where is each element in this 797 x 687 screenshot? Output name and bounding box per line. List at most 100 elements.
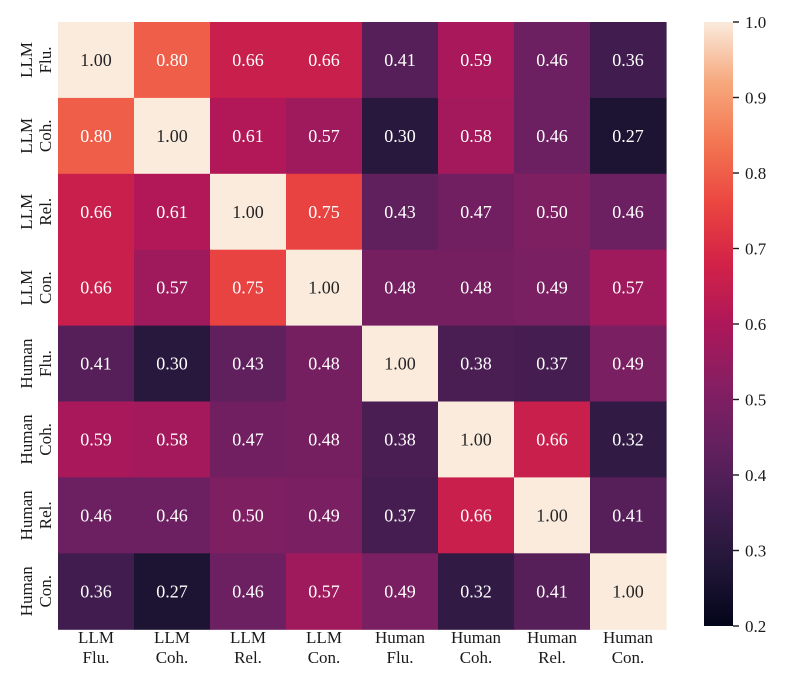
colorbar-tick-label-5: 0.6 <box>745 315 766 334</box>
heatmap-cell-r7-c6 <box>438 477 515 554</box>
colorbar-tick-label-1: 0.2 <box>745 617 766 636</box>
heatmap-cell-r7-c8 <box>590 477 667 554</box>
colorbar-gradient <box>704 22 733 626</box>
row-tick-labels: LLMFlu. LLMCoh. LLMRel. LLMCon. HumanFlu. Hum… <box>17 42 55 616</box>
cell-value-r6-c1: 0.59 <box>80 429 112 449</box>
cell-value-r5-c7: 0.37 <box>536 354 568 374</box>
heatmap-cell-r1-c2 <box>134 22 211 99</box>
cell-value-r7-c8: 0.41 <box>612 505 644 525</box>
cell-value-r3-c4: 0.75 <box>308 202 340 222</box>
cell-value-r7-c7: 1.00 <box>536 505 568 525</box>
cell-value-r8-c2: 0.27 <box>156 581 188 601</box>
heatmap-cell-r4-c6 <box>438 249 515 327</box>
heatmap-cell-r5-c5 <box>362 325 439 403</box>
cell-value-r2-c4: 0.57 <box>308 126 340 146</box>
cell-value-r6-c5: 0.38 <box>384 429 416 449</box>
cell-value-r3-c5: 0.43 <box>384 202 416 222</box>
heatmap-cell-r1-c3 <box>210 22 287 99</box>
heatmap-cell-r4-c1 <box>58 249 135 327</box>
cell-value-r4-c1: 0.66 <box>80 278 112 298</box>
heatmap-cell-r3-c4 <box>286 173 363 251</box>
heatmap-cell-r8-c7 <box>514 553 591 630</box>
cell-value-r3-c2: 0.61 <box>156 202 188 222</box>
cell-value-r5-c6: 0.38 <box>460 354 492 374</box>
heatmap-cell-r5-c8 <box>590 325 667 403</box>
cell-value-r4-c4: 1.00 <box>308 278 340 298</box>
heatmap-cell-r7-c1 <box>58 477 135 554</box>
cell-value-r8-c7: 0.41 <box>536 581 568 601</box>
heatmap-cell-r3-c7 <box>514 173 591 251</box>
cell-value-r1-c8: 0.36 <box>612 50 644 70</box>
cell-value-r2-c6: 0.58 <box>460 126 492 146</box>
column-label-2: LLM Coh. <box>154 628 190 667</box>
heatmap-cell-r6-c4 <box>286 401 363 478</box>
cell-value-r1-c3: 0.66 <box>232 50 264 70</box>
cell-value-r6-c2: 0.58 <box>156 429 188 449</box>
heatmap-cell-r1-c5 <box>362 22 439 99</box>
heatmap-cells <box>58 22 667 630</box>
heatmap-cell-r1-c7 <box>514 22 591 99</box>
column-label-1: LLM Flu. <box>78 628 114 667</box>
column-tick-labels: LLM Flu. LLM Coh. LLM Rel. LLM Con. Human Flu. Hum… <box>78 628 653 667</box>
heatmap-cell-r8-c6 <box>438 553 515 630</box>
cell-value-r2-c5: 0.30 <box>384 126 416 146</box>
cell-value-r4-c5: 0.48 <box>384 278 416 298</box>
cell-value-r3-c6: 0.47 <box>460 202 492 222</box>
heatmap-cell-r6-c7 <box>514 401 591 478</box>
cell-value-r5-c2: 0.30 <box>156 354 188 374</box>
cell-value-r1-c1: 1.00 <box>80 50 112 70</box>
cell-value-r1-c4: 0.66 <box>308 50 340 70</box>
heatmap-cell-r5-c1 <box>58 325 135 403</box>
heatmap-cell-r2-c6 <box>438 97 515 175</box>
cell-value-r7-c1: 0.46 <box>80 505 112 525</box>
colorbar: 0.2 0.3 0.4 0.5 0.6 0.7 0.8 0.9 1.0 <box>704 13 767 636</box>
heatmap-cell-r5-c7 <box>514 325 591 403</box>
heatmap-cell-r3-c2 <box>134 173 211 251</box>
heatmap-cell-r7-c5 <box>362 477 439 554</box>
cell-value-r7-c5: 0.37 <box>384 505 416 525</box>
column-label-3: LLM Rel. <box>230 628 266 667</box>
cell-value-r3-c1: 0.66 <box>80 202 112 222</box>
cell-value-r5-c3: 0.43 <box>232 354 264 374</box>
heatmap-cell-r8-c8 <box>590 553 667 630</box>
heatmap-cell-r4-c3 <box>210 249 287 327</box>
heatmap-cell-r6-c8 <box>590 401 667 478</box>
cell-value-r8-c4: 0.57 <box>308 581 340 601</box>
heatmap-cell-r7-c3 <box>210 477 287 554</box>
heatmap-cell-r1-c6 <box>438 22 515 99</box>
colorbar-tick-label-8: 0.9 <box>745 89 766 108</box>
row-label-2: LLMCoh. <box>17 118 55 154</box>
heatmap-cell-r6-c1 <box>58 401 135 478</box>
cell-value-r4-c7: 0.49 <box>536 278 568 298</box>
heatmap-cell-r8-c2 <box>134 553 211 630</box>
column-label-7: Human Rel. <box>527 628 578 667</box>
heatmap-cell-r4-c5 <box>362 249 439 327</box>
heatmap-cell-r2-c5 <box>362 97 439 175</box>
heatmap-cell-r8-c5 <box>362 553 439 630</box>
heatmap-cell-r5-c3 <box>210 325 287 403</box>
heatmap-cell-r7-c4 <box>286 477 363 554</box>
row-label-3: LLMRel. <box>17 194 55 230</box>
row-label-7: HumanRel. <box>17 490 55 541</box>
colorbar-tick-label-2: 0.3 <box>745 542 766 561</box>
row-label-5: HumanFlu. <box>17 338 55 389</box>
heatmap-cell-r8-c1 <box>58 553 135 630</box>
cell-value-r7-c2: 0.46 <box>156 505 188 525</box>
heatmap-cell-r3-c8 <box>590 173 667 251</box>
cell-value-r5-c5: 1.00 <box>384 354 416 374</box>
cell-value-r1-c7: 0.46 <box>536 50 568 70</box>
cell-value-r4-c2: 0.57 <box>156 278 188 298</box>
colorbar-tick-label-3: 0.4 <box>745 466 767 485</box>
cell-value-r5-c4: 0.48 <box>308 354 340 374</box>
colorbar-tick-label-7: 0.8 <box>745 164 766 183</box>
heatmap-cell-r6-c3 <box>210 401 287 478</box>
heatmap-cell-r1-c1 <box>58 22 135 99</box>
cell-value-r3-c7: 0.50 <box>536 202 568 222</box>
heatmap-cell-r3-c1 <box>58 173 135 251</box>
cell-value-r2-c7: 0.46 <box>536 126 568 146</box>
cell-value-r8-c6: 0.32 <box>460 581 492 601</box>
heatmap-cell-r2-c8 <box>590 97 667 175</box>
cell-value-r8-c1: 0.36 <box>80 581 112 601</box>
heatmap-cell-r1-c8 <box>590 22 667 99</box>
